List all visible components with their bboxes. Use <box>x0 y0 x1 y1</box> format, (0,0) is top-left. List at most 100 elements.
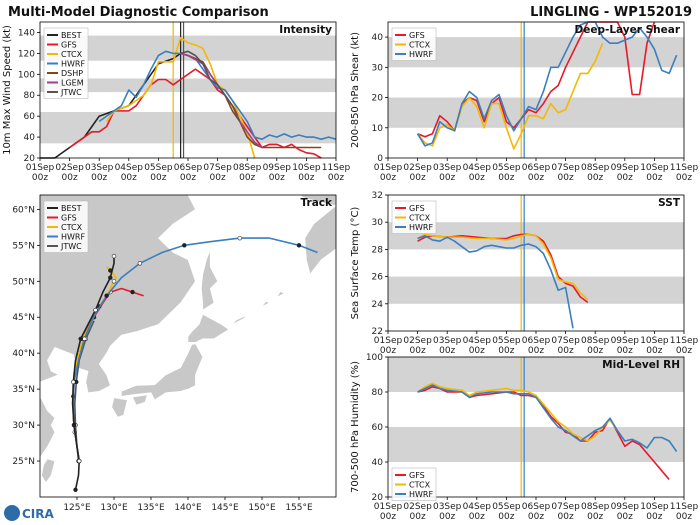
rh-band <box>388 427 684 462</box>
intensity-xtick: 01Sep 00z <box>26 163 55 183</box>
rh-ytick: 80 <box>372 388 384 398</box>
track-ytick: 60°N <box>12 205 35 215</box>
land-shape <box>187 313 230 343</box>
track-point-hwrf <box>296 243 302 248</box>
rh-legend-label: HWRF <box>409 490 433 499</box>
sst-xtick: 03Sep 00z <box>433 336 462 356</box>
rh-series-ctcx <box>417 382 619 442</box>
shear-xtick: 09Sep 00z <box>611 163 640 183</box>
shear-xtick: 06Sep 00z <box>522 163 551 183</box>
sst-xtick: 11Sep 00z <box>670 336 699 356</box>
intensity-ytick: 40 <box>24 133 36 143</box>
intensity-legend-label: JTWC <box>60 88 82 97</box>
shear-ytick: 20 <box>372 94 384 104</box>
sst-xtick: 10Sep 00z <box>640 336 669 356</box>
sst-ytick: 26 <box>372 273 384 283</box>
shear-xtick: 07Sep 00z <box>551 163 580 183</box>
shear-series-hwrf <box>416 21 678 147</box>
track-point-best <box>73 487 78 493</box>
track-point-best <box>111 253 117 259</box>
sst-series-hwrf <box>417 235 574 329</box>
figure-title: Multi-Model Diagnostic Comparison <box>8 5 269 20</box>
track-point-gfs <box>130 289 135 295</box>
sst-legend-label: CTCX <box>409 214 431 223</box>
intensity-series-jtwc <box>180 50 241 122</box>
sst-xtick: 02Sep 00z <box>403 336 432 356</box>
shear-legend-label: HWRF <box>409 50 433 59</box>
track-legend-label: BEST <box>61 204 82 213</box>
land-shape <box>41 458 56 484</box>
intensity-legend-label: BEST <box>61 31 82 40</box>
track-legend-label: CTCX <box>61 223 83 232</box>
sst-ytick: 28 <box>372 245 384 255</box>
rh-title: Mid-Level RH <box>602 359 680 371</box>
rh-xtick: 02Sep 00z <box>403 502 432 522</box>
sst-legend-label: GFS <box>409 204 425 213</box>
track-point-best <box>108 275 113 280</box>
intensity-xtick: 11Sep 00z <box>322 163 351 183</box>
rh-xtick: 07Sep 00z <box>551 502 580 522</box>
track-ytick: 45°N <box>12 313 35 323</box>
land-shape <box>40 396 56 459</box>
intensity-xtick: 10Sep 00z <box>292 163 321 183</box>
track-xtick: 140°E <box>174 503 202 513</box>
track-xtick: 130°E <box>100 503 128 513</box>
sst-band <box>388 276 684 304</box>
intensity-ytick: 80 <box>24 91 36 101</box>
track-title: Track <box>301 197 333 209</box>
intensity-series-gfs <box>69 68 322 159</box>
rh-ytick: 40 <box>372 458 384 468</box>
rh-xtick: 04Sep 00z <box>463 502 492 522</box>
rh-xtick: 05Sep 00z <box>492 502 521 522</box>
shear-title: Deep-Layer Shear <box>574 24 680 36</box>
intensity-band <box>40 78 336 93</box>
sst-xtick: 04Sep 00z <box>463 336 492 356</box>
track-point-hwrf <box>137 261 143 266</box>
intensity-xtick: 09Sep 00z <box>263 163 292 183</box>
shear-ytick: 30 <box>372 63 384 73</box>
shear-xtick: 11Sep 00z <box>670 163 699 183</box>
rh-xtick: 01Sep 00z <box>374 502 403 522</box>
shear-series-ctcx <box>416 42 604 150</box>
rh-xtick: 10Sep 00z <box>640 502 669 522</box>
shear-ytick: 40 <box>372 33 384 43</box>
track-point-hwrf <box>82 336 87 342</box>
track-legend-label: GFS <box>61 214 77 223</box>
track-xtick: 125°E <box>63 503 91 513</box>
shear-xtick: 10Sep 00z <box>640 163 669 183</box>
track-point-hwrf <box>237 235 243 241</box>
rh-ylabel: 700-500 hPa Humidity (%) <box>350 361 361 493</box>
rh-series-hwrf <box>417 384 678 452</box>
intensity-ytick: 20 <box>24 154 36 164</box>
track-ytick: 50°N <box>12 277 35 287</box>
intensity-band <box>40 111 336 144</box>
intensity-xtick: 08Sep 00z <box>233 163 262 183</box>
land-shape <box>121 343 204 401</box>
rh-xtick: 11Sep 00z <box>670 502 699 522</box>
rh-xtick: 03Sep 00z <box>433 502 462 522</box>
sst-xtick: 07Sep 00z <box>551 336 580 356</box>
land-shape <box>232 314 248 325</box>
shear-ytick: 10 <box>372 124 384 134</box>
track-point-hwrf <box>104 293 109 298</box>
sst-ytick: 32 <box>372 191 383 201</box>
storm-id: LINGLING - WP152019 <box>530 5 692 20</box>
track-xtick: 150°E <box>248 503 276 513</box>
sst-ylabel: Sea Surface Temp (°C) <box>350 207 361 320</box>
intensity-legend-label: CTCX <box>61 50 83 59</box>
svg-text:CIRA: CIRA <box>22 507 55 521</box>
shear-ylabel: 200-850 hPa Shear (kt) <box>350 32 361 148</box>
track-point-best <box>77 458 82 464</box>
sst-ytick: 30 <box>372 218 384 228</box>
intensity-xtick: 03Sep 00z <box>85 163 114 183</box>
rh-xtick: 06Sep 00z <box>522 502 551 522</box>
intensity-legend-label: HWRF <box>61 60 85 69</box>
track-legend-label: JTWC <box>60 242 82 251</box>
track-point-best <box>78 336 83 342</box>
track-ytick: 55°N <box>12 241 35 251</box>
